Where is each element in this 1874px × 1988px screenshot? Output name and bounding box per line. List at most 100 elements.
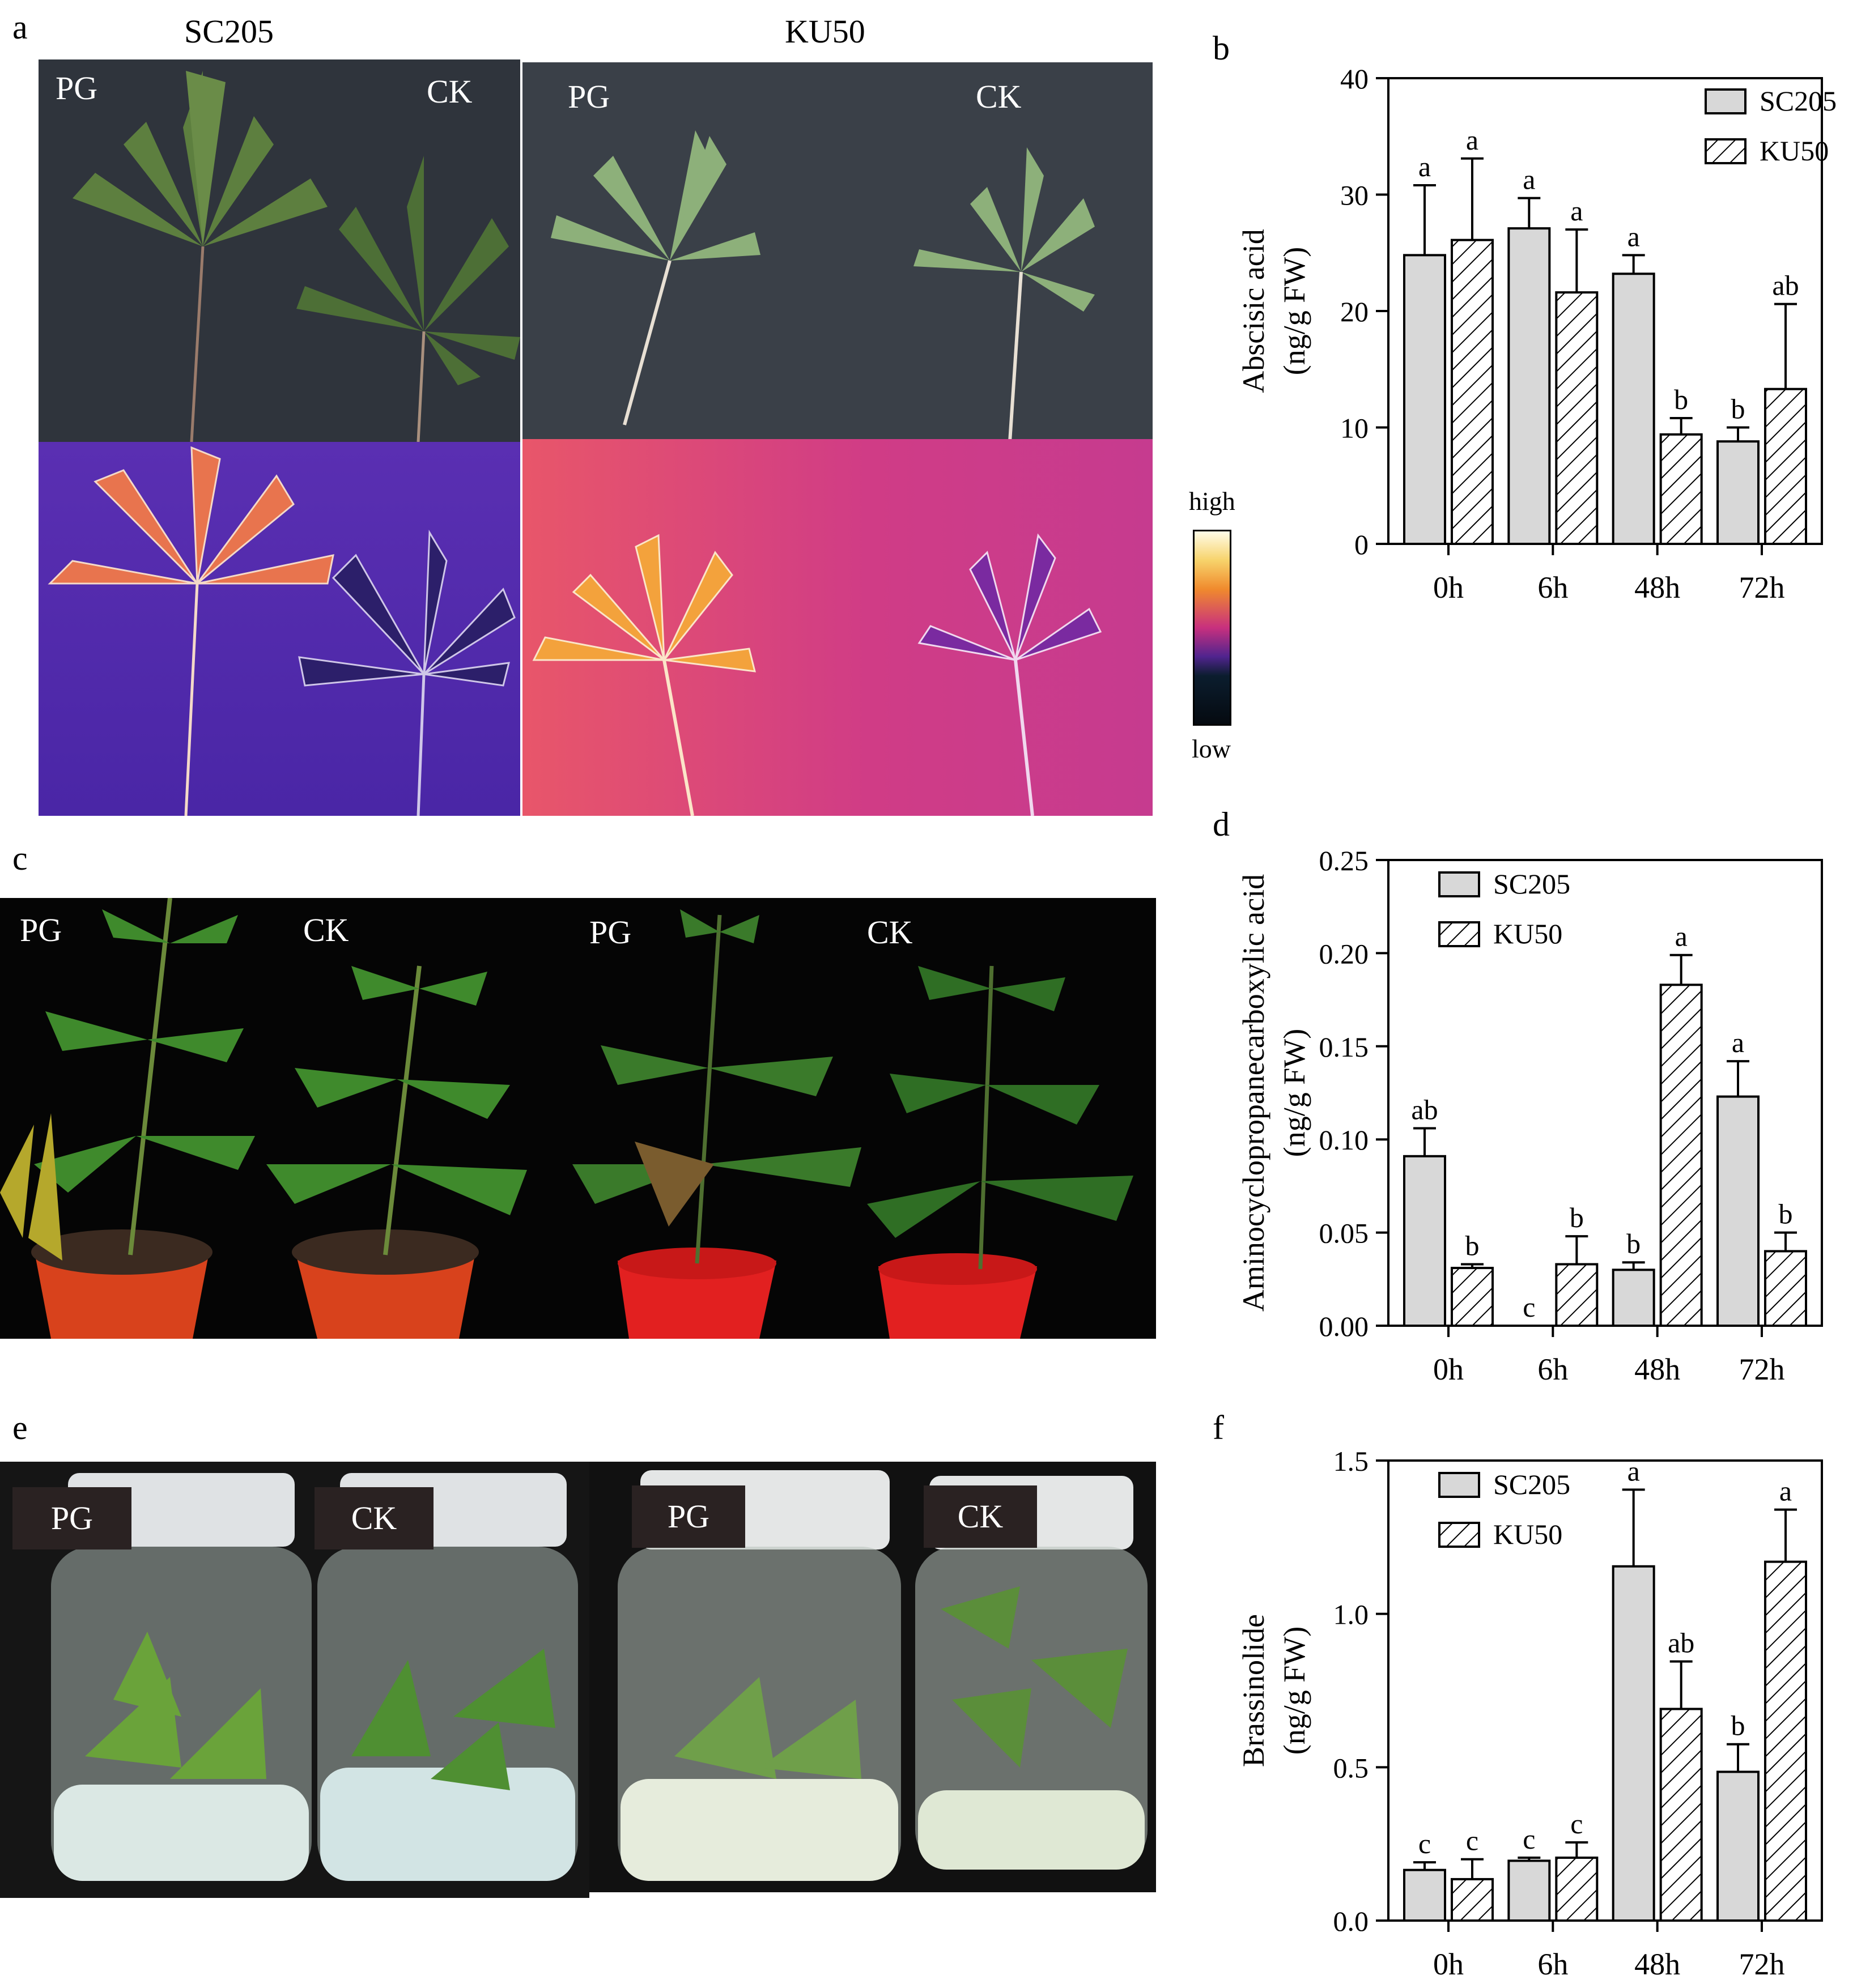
significance-letter: b (1465, 1229, 1479, 1261)
legend-swatch (1438, 921, 1480, 947)
panel-label-d: d (1213, 806, 1230, 843)
plot-frame (1387, 859, 1823, 1327)
bar-ku50 (1764, 1250, 1808, 1327)
bar-ku50 (1659, 1708, 1703, 1922)
x-tick-label: 72h (1739, 1352, 1785, 1386)
y-tick-label: 0.20 (1319, 938, 1369, 969)
x-tick-label: 48h (1634, 1352, 1680, 1386)
significance-letter: a (1418, 151, 1431, 182)
chart-f: 0.0 0.5 1.0 1.5 Brassinolide (ng/g FW) 0h c c 6h c… (1207, 1445, 1859, 1988)
y-tick-label: 1.5 (1333, 1445, 1369, 1477)
tag-pg: PG (632, 1485, 745, 1548)
y-axis-unit: (ng/g FW) (1277, 1029, 1311, 1157)
panel-label-f: f (1213, 1409, 1224, 1446)
bar-sc205 (1716, 440, 1760, 545)
significance-letter: c (1466, 1825, 1478, 1857)
panel-label-a: a (12, 8, 28, 46)
bar-ku50 (1555, 1857, 1599, 1922)
chart-b: 0 10 20 30 40 Abscisic acid (ng/g FW) 0h a a 6h a a 4… (1207, 63, 1859, 635)
significance-letter: c (1570, 1808, 1583, 1840)
x-tick-label: 6h (1537, 571, 1568, 605)
bar-sc205 (1403, 254, 1446, 545)
y-axis-label: Abscisic acid (1236, 229, 1270, 393)
y-axis-label: Aminocyclopropanecarboxylic acid (1236, 874, 1270, 1312)
photo-jars-ku50: PG CK (589, 1462, 1156, 1892)
panel-label-c: c (12, 840, 28, 877)
significance-letter: b (1626, 1228, 1641, 1259)
label-ck: CK (303, 912, 349, 948)
legend-label: KU50 (1493, 918, 1562, 950)
panel-a-title-ku50: KU50 (785, 13, 865, 50)
y-tick-label: 20 (1340, 296, 1369, 327)
significance-letter: c (1523, 1823, 1535, 1855)
panel-label-b: b (1213, 29, 1230, 67)
legend-swatch (1438, 1472, 1480, 1498)
x-tick-label: 6h (1537, 1352, 1568, 1386)
significance-letter: a (1732, 1027, 1744, 1058)
legend-swatch (1705, 88, 1746, 114)
thermal-sc205 (39, 442, 520, 816)
legend-label: KU50 (1493, 1518, 1562, 1550)
significance-letter: b (1779, 1198, 1793, 1230)
significance-letter: a (1570, 195, 1583, 227)
tag-ck: CK (924, 1485, 1037, 1548)
significance-letter: b (1674, 384, 1688, 415)
bar-ku50 (1555, 1263, 1599, 1327)
bar-sc205 (1403, 1155, 1446, 1327)
chart-d: 0.00 0.05 0.10 0.15 0.20 0.25 Aminocyclopropan… (1207, 845, 1859, 1416)
x-tick-label: 48h (1634, 1947, 1680, 1981)
significance-letter: b (1731, 1710, 1745, 1742)
legend-label: KU50 (1760, 135, 1829, 167)
photo-sc205-leaves: PG CK (39, 59, 520, 442)
significance-letter: a (1627, 220, 1640, 252)
bar-sc205 (1716, 1095, 1760, 1327)
bar-ku50 (1450, 239, 1494, 545)
tag-ck: CK (315, 1487, 434, 1549)
photo-jars-sc205: PG CK (0, 1462, 589, 1898)
x-tick-label: 6h (1537, 1947, 1568, 1981)
y-axis-label: Brassinolide (1236, 1614, 1270, 1767)
bar-sc205 (1612, 273, 1655, 545)
bar-ku50 (1764, 388, 1808, 545)
x-tick-label: 0h (1433, 1947, 1464, 1981)
bar-sc205 (1612, 1565, 1655, 1922)
legend-label: SC205 (1493, 868, 1570, 900)
x-tick-label: 0h (1433, 1352, 1464, 1386)
significance-letter: ab (1411, 1093, 1438, 1125)
legend-swatch (1705, 138, 1746, 164)
y-axis-unit: (ng/g FW) (1277, 247, 1311, 375)
y-tick-label: 0 (1354, 529, 1369, 560)
legend-label: SC205 (1493, 1468, 1570, 1500)
bar-sc205 (1403, 1868, 1446, 1922)
bar-ku50 (1659, 433, 1703, 546)
significance-letter: b (1731, 393, 1745, 425)
panel-a-title-sc205: SC205 (184, 13, 274, 50)
legend-swatch (1438, 871, 1480, 897)
x-tick-label: 0h (1433, 571, 1464, 605)
y-tick-label: 30 (1340, 180, 1369, 211)
bar-sc205 (1507, 227, 1551, 546)
bar-sc205 (1507, 1859, 1551, 1922)
label-pg: PG (56, 70, 98, 107)
tag-pg: PG (12, 1487, 131, 1549)
y-tick-label: 10 (1340, 412, 1369, 444)
label-ck: CK (427, 73, 473, 110)
label-ck: CK (976, 78, 1022, 115)
label-pg: PG (20, 912, 62, 948)
photo-ku50-leaves: PG CK (522, 62, 1153, 442)
significance-letter: b (1570, 1202, 1584, 1233)
y-tick-label: 40 (1340, 63, 1369, 95)
y-tick-label: 0.5 (1333, 1752, 1369, 1783)
y-tick-label: 1.0 (1333, 1599, 1369, 1631)
y-tick-label: 0.10 (1319, 1124, 1369, 1156)
significance-letter: a (1627, 1455, 1640, 1487)
thermal-colorbar (1193, 530, 1231, 726)
significance-letter: c (1523, 1291, 1535, 1323)
plot-frame (1387, 1459, 1823, 1922)
colorbar-low-label: low (1192, 734, 1231, 763)
photo-potted-plants: PG CK PG CK (0, 898, 1156, 1339)
significance-letter: a (1675, 921, 1688, 952)
legend-swatch (1438, 1522, 1480, 1548)
bar-sc205 (1612, 1268, 1655, 1327)
y-tick-label: 0.00 (1319, 1310, 1369, 1342)
